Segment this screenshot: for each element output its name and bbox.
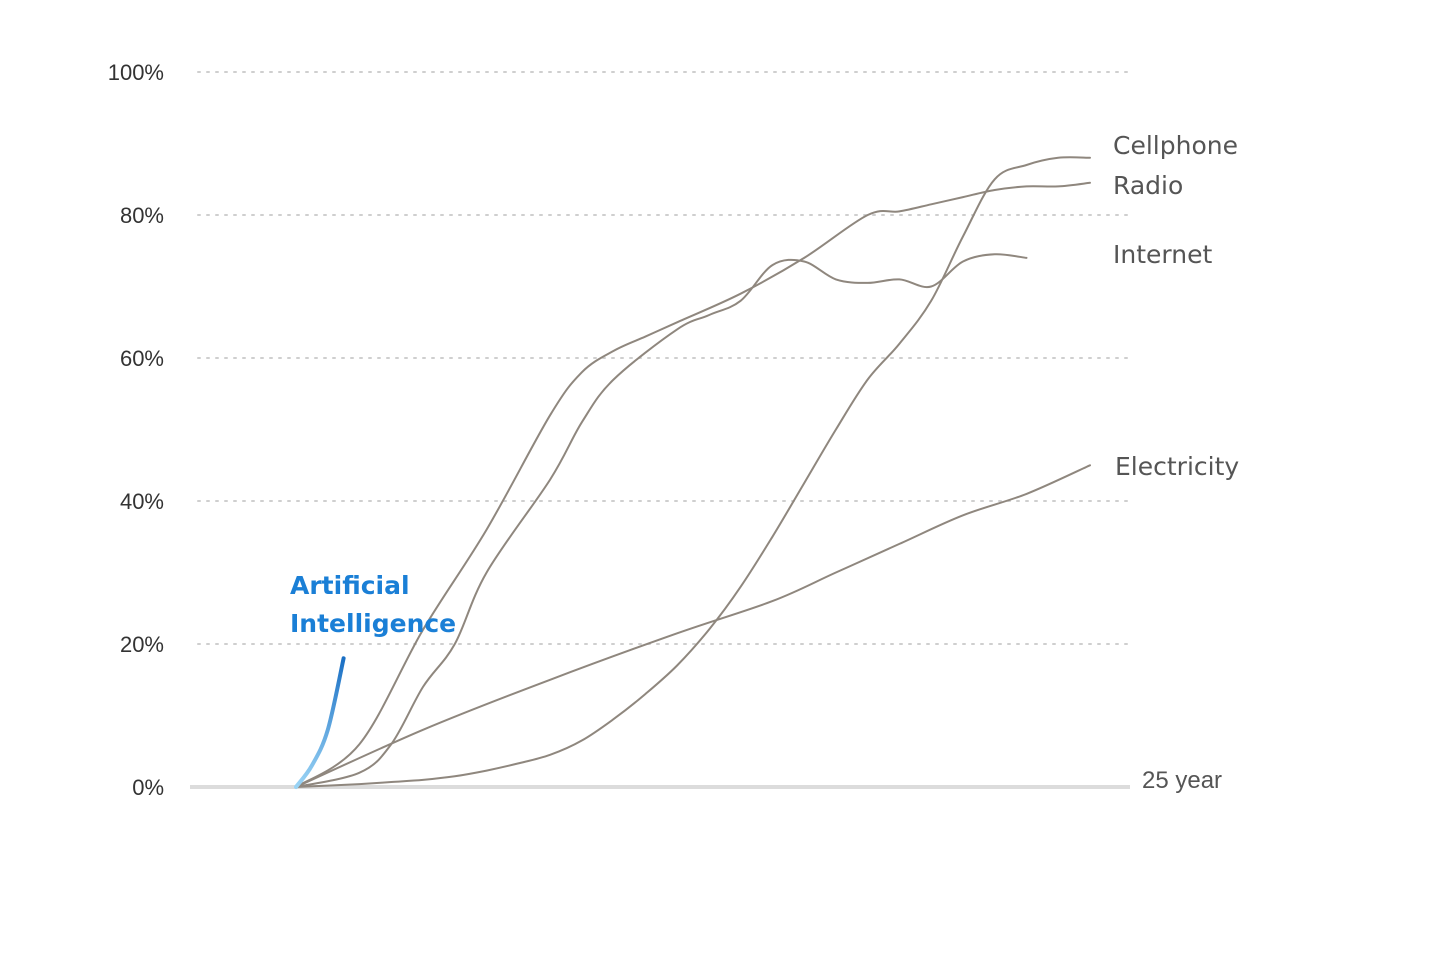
y-tick-label-60: 60%	[120, 346, 164, 371]
y-axis-ticks: 0% 20% 40% 60% 80% 100%	[108, 60, 164, 800]
series-line-cellphone	[295, 156, 1091, 788]
series-line-artificial-intelligence	[294, 656, 346, 789]
series-labels: Cellphone Radio Internet Electricity Art…	[290, 131, 1239, 794]
label-radio: Radio	[1113, 171, 1183, 200]
y-tick-label-0: 0%	[132, 775, 164, 800]
series-line-radio	[295, 181, 1091, 788]
series-line-internet	[295, 253, 1028, 788]
label-artificial-intelligence: Artificial Intelligence	[290, 571, 456, 638]
y-tick-label-80: 80%	[120, 203, 164, 228]
label-electricity: Electricity	[1115, 452, 1239, 481]
label-internet: Internet	[1113, 240, 1212, 269]
y-tick-label-20: 20%	[120, 632, 164, 657]
series-line-electricity	[295, 464, 1091, 788]
x-axis-end-label: 25 year	[1142, 767, 1222, 794]
y-tick-label-40: 40%	[120, 489, 164, 514]
grid-lines	[197, 71, 1131, 645]
label-cellphone: Cellphone	[1113, 131, 1238, 160]
y-tick-label-100: 100%	[108, 60, 164, 85]
series-lines	[294, 156, 1091, 789]
